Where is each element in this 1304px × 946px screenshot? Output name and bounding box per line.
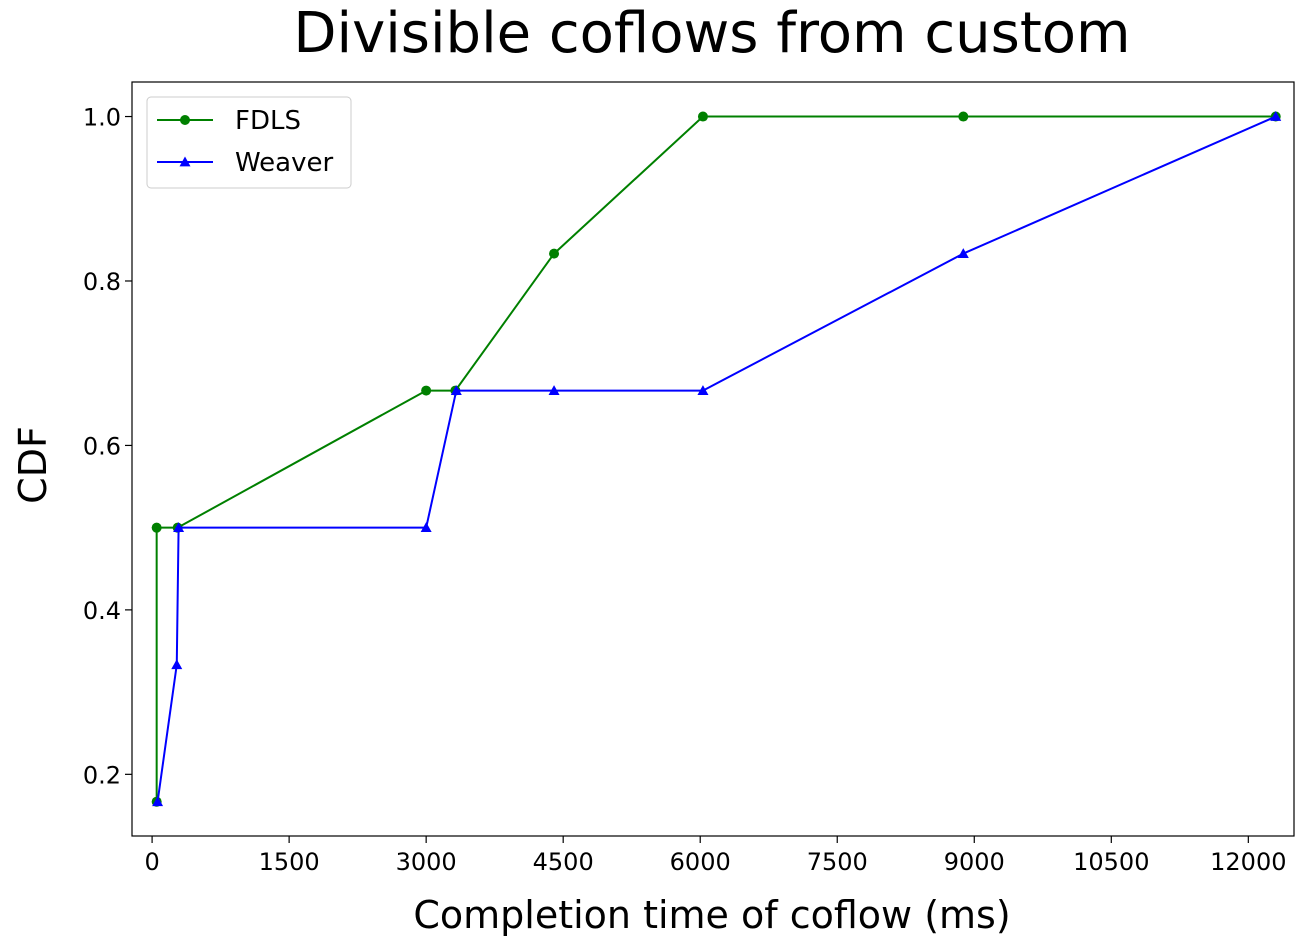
data-point-weaver <box>450 385 462 395</box>
legend-marker-fdls <box>180 115 190 125</box>
y-tick-label: 0.2 <box>83 761 121 789</box>
data-point-weaver <box>697 385 709 395</box>
data-point-weaver <box>957 248 969 259</box>
data-point-fdls <box>958 111 969 122</box>
series-line-fdls <box>155 115 1276 802</box>
legend-label-fdls: FDLS <box>235 106 301 136</box>
x-tick-label: 7500 <box>807 848 868 876</box>
data-point-fdls <box>151 522 162 533</box>
data-point-fdls <box>421 385 432 396</box>
data-point-weaver <box>420 522 432 533</box>
plot-area: 0 1500 3000 4500 6000 7500 9000 10500 12000 0.2 0.… <box>83 104 1287 876</box>
x-tick-label: 12000 <box>1210 848 1286 876</box>
x-tick-label: 4500 <box>533 848 594 876</box>
y-tick-label: 0.8 <box>83 268 121 296</box>
x-tick-label: 10500 <box>1073 848 1149 876</box>
data-point-weaver <box>1270 111 1282 121</box>
plot-frame <box>131 81 1295 837</box>
data-point-fdls <box>549 248 560 259</box>
x-tick-label: 3000 <box>396 848 457 876</box>
x-tick-label: 1500 <box>259 848 320 876</box>
data-point-weaver <box>152 796 164 807</box>
y-tick-label: 0.4 <box>83 597 121 625</box>
legend-label-weaver: Weaver <box>235 148 333 178</box>
data-point-weaver <box>171 659 183 670</box>
legend-marker-weaver <box>179 156 191 167</box>
data-point-weaver <box>548 385 560 395</box>
data-point-weaver <box>173 522 185 533</box>
x-tick-label: 0 <box>144 848 159 876</box>
y-tick-label: 1.0 <box>83 104 121 132</box>
y-axis-label: CDF <box>11 426 55 504</box>
chart-title: Divisible coflows from custom <box>293 1 1130 66</box>
x-tick-label: 9000 <box>944 848 1005 876</box>
x-tick-label: 6000 <box>670 848 731 876</box>
legend: FDLS Weaver <box>146 96 352 189</box>
x-axis-label: Completion time of coflow (ms) <box>413 893 1010 937</box>
y-tick-label: 0.6 <box>83 432 121 460</box>
data-point-fdls <box>697 111 708 122</box>
series-line-weaver <box>156 115 1277 802</box>
